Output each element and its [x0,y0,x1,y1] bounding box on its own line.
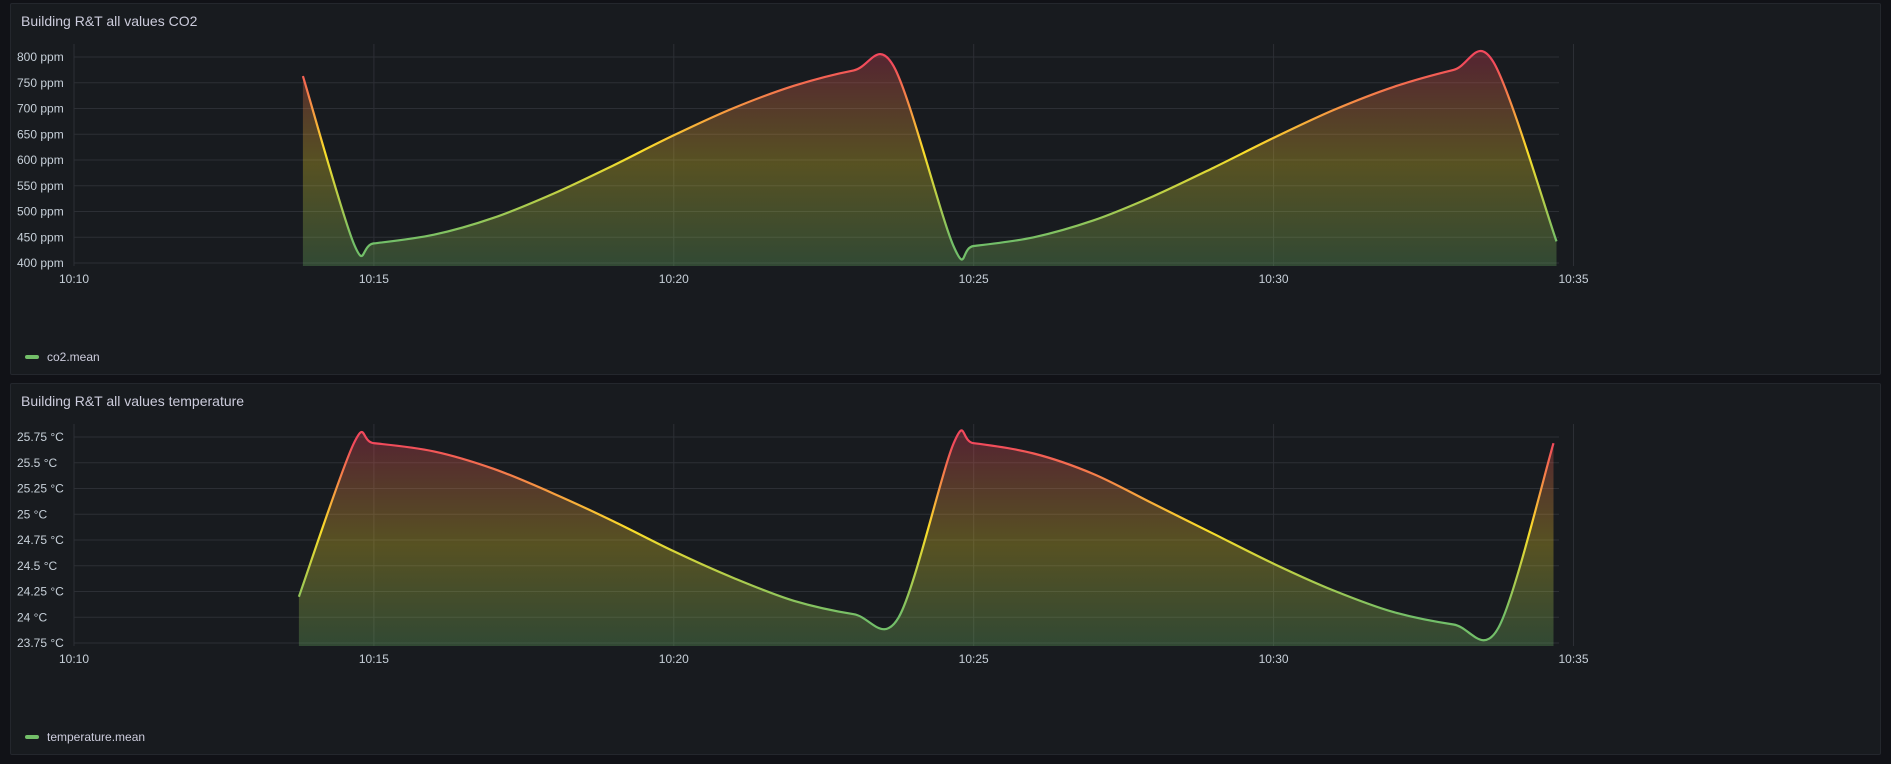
x-tick-label: 10:20 [659,272,689,286]
data-point [793,600,795,602]
y-tick-label: 600 ppm [17,153,64,167]
legend-label[interactable]: temperature.mean [47,730,146,744]
data-point [973,245,975,247]
data-point [1272,562,1274,564]
x-tick-label: 10:25 [959,652,989,666]
x-tick-label: 10:20 [659,652,689,666]
data-point [493,468,495,470]
data-point [1272,137,1274,139]
y-tick-label: 25.25 °C [17,482,64,496]
y-tick-label: 24.75 °C [17,533,64,547]
y-tick-label: 550 ppm [17,179,64,193]
y-tick-label: 25.5 °C [17,456,57,470]
legend[interactable]: co2.mean [25,350,100,364]
data-point [553,492,555,494]
data-point [298,595,300,597]
data-point [1092,473,1094,475]
data-point [898,616,900,618]
y-tick-label: 24.25 °C [17,585,64,599]
y-tick-label: 500 ppm [17,205,64,219]
y-tick-label: 750 ppm [17,76,64,90]
data-point [613,520,615,522]
series-area [302,50,1557,266]
co2-panel: Building R&T all values CO2 400 ppm 450 p… [10,3,1881,375]
data-point [1392,86,1394,88]
data-point [673,550,675,552]
data-point [353,442,355,444]
data-point [1492,61,1494,63]
x-tick-label: 10:10 [59,272,89,286]
legend-swatch [25,735,39,739]
co2-chart[interactable]: 400 ppm 450 ppm 500 ppm 550 ppm 600 ppm 650 p… [11,4,1882,376]
legend[interactable]: temperature.mean [25,730,145,744]
data-point [1152,503,1154,505]
data-point [953,442,955,444]
data-point [373,442,375,444]
data-point [1497,626,1499,628]
x-tick-label: 10:30 [1259,652,1289,666]
legend-swatch [25,355,39,359]
data-point [853,69,855,71]
data-point [1032,452,1034,454]
data-point [1392,611,1394,613]
data-point [973,442,975,444]
data-point [793,85,795,87]
panel-title[interactable]: Building R&T all values CO2 [21,13,198,29]
data-point [1555,240,1557,242]
x-tick-label: 10:15 [359,272,389,286]
data-point [1212,167,1214,169]
data-point [733,577,735,579]
y-tick-label: 25.75 °C [17,430,64,444]
data-point [553,192,555,194]
series-line[interactable] [297,429,1555,642]
data-point [1332,589,1334,591]
data-point [1212,533,1214,535]
y-tick-label: 24.5 °C [17,559,57,573]
y-tick-label: 700 ppm [17,102,64,116]
x-tick-label: 10:30 [1259,272,1289,286]
y-tick-label: 23.75 °C [17,636,64,650]
y-tick-label: 400 ppm [17,256,64,270]
data-point [493,216,495,218]
data-point [733,107,735,109]
x-tick-label: 10:10 [59,652,89,666]
data-point [853,613,855,615]
x-tick-label: 10:35 [1558,652,1588,666]
data-point [1032,236,1034,238]
y-tick-label: 650 ppm [17,127,64,141]
data-point [353,243,355,245]
series-line[interactable] [301,49,1558,261]
data-point [1092,219,1094,221]
panel-title[interactable]: Building R&T all values temperature [21,393,245,409]
data-point [433,233,435,235]
y-tick-label: 800 ppm [17,50,64,64]
data-point [893,65,895,67]
y-tick-label: 25 °C [17,507,47,521]
data-point [1152,195,1154,197]
y-tick-label: 24 °C [17,610,47,624]
x-tick-label: 10:35 [1558,272,1588,286]
data-point [1552,442,1554,444]
data-point [373,242,375,244]
y-tick-label: 450 ppm [17,230,64,244]
data-point [302,75,304,77]
data-point [433,450,435,452]
data-point [673,134,675,136]
x-tick-label: 10:25 [959,272,989,286]
temperature-chart[interactable]: 23.75 °C 24 °C 24.25 °C 24.5 °C 24.75 °C 25 °… [11,384,1882,756]
data-point [613,164,615,166]
x-tick-label: 10:15 [359,652,389,666]
data-point [953,245,955,247]
data-point [1452,623,1454,625]
data-point [1332,109,1334,111]
temperature-panel: Building R&T all values temperature 23.7… [10,383,1881,755]
data-point [1452,69,1454,71]
legend-label[interactable]: co2.mean [47,350,100,364]
